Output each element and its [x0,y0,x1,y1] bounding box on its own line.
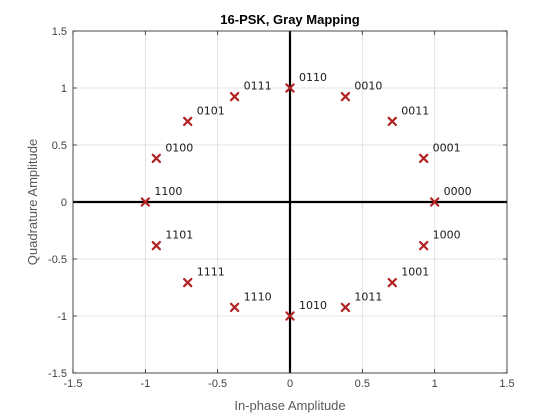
x-tick-label: 0.5 [355,378,370,390]
constellation-point [183,116,193,127]
constellation-point [340,91,351,102]
constellation-points [140,83,440,321]
symbol-label: 0011 [401,104,429,117]
symbol-label: 1110 [244,290,272,303]
y-tick-label: 1 [61,83,67,95]
chart-title: 16-PSK, Gray Mapping [220,12,359,27]
constellation-point [151,153,162,164]
y-tick-label: -1 [57,311,67,323]
symbol-label: 1010 [299,299,327,312]
constellation-point [418,240,429,251]
ticks: -1.5 -1 -0.5 0 0.5 1 1.5 -1.5 -1 -0.5 0 0.5 1 1.5 [48,26,515,390]
y-tick-label: -0.5 [48,254,67,266]
symbol-label: 0000 [444,185,472,198]
x-tick-label: 0 [287,378,293,390]
symbol-label: 1011 [354,290,382,303]
symbol-label: 1100 [154,185,182,198]
symbol-label: 0001 [433,141,461,154]
symbol-label: 0111 [244,80,272,93]
y-tick-label: 0.5 [52,140,67,152]
constellation-point [387,116,397,127]
constellation-point [340,302,351,313]
x-tick-label: -1.5 [64,378,83,390]
constellation-point [229,302,240,313]
symbol-label: 1101 [165,229,193,242]
constellation-point [418,153,429,164]
x-tick-label: -0.5 [208,378,227,390]
symbol-label: 1111 [197,266,225,279]
symbol-labels: 0000 0001 0011 0010 0110 0111 0101 0100 1100 1101… [154,71,471,312]
constellation-point [151,240,162,251]
constellation-point [285,311,295,321]
constellation-point [140,197,151,207]
symbol-label: 0010 [354,80,382,93]
constellation-point [387,277,397,288]
y-axis-label: Quadrature Amplitude [25,139,40,265]
symbol-label: 1000 [433,229,461,242]
constellation-point [183,277,193,288]
y-tick-label: -1.5 [48,368,67,380]
symbol-label: 0101 [197,104,225,117]
symbol-label: 0100 [165,141,193,154]
x-axis-label: In-phase Amplitude [234,398,345,413]
symbol-label: 1001 [401,266,429,279]
x-tick-label: -1 [140,378,150,390]
constellation-point [229,91,240,102]
y-tick-label: 0 [61,197,67,209]
constellation-point [429,197,440,207]
constellation-point [285,83,295,93]
x-tick-label: 1 [432,378,438,390]
symbol-label: 0110 [299,71,327,84]
x-tick-label: 1.5 [499,378,514,390]
y-tick-label: 1.5 [52,26,67,38]
